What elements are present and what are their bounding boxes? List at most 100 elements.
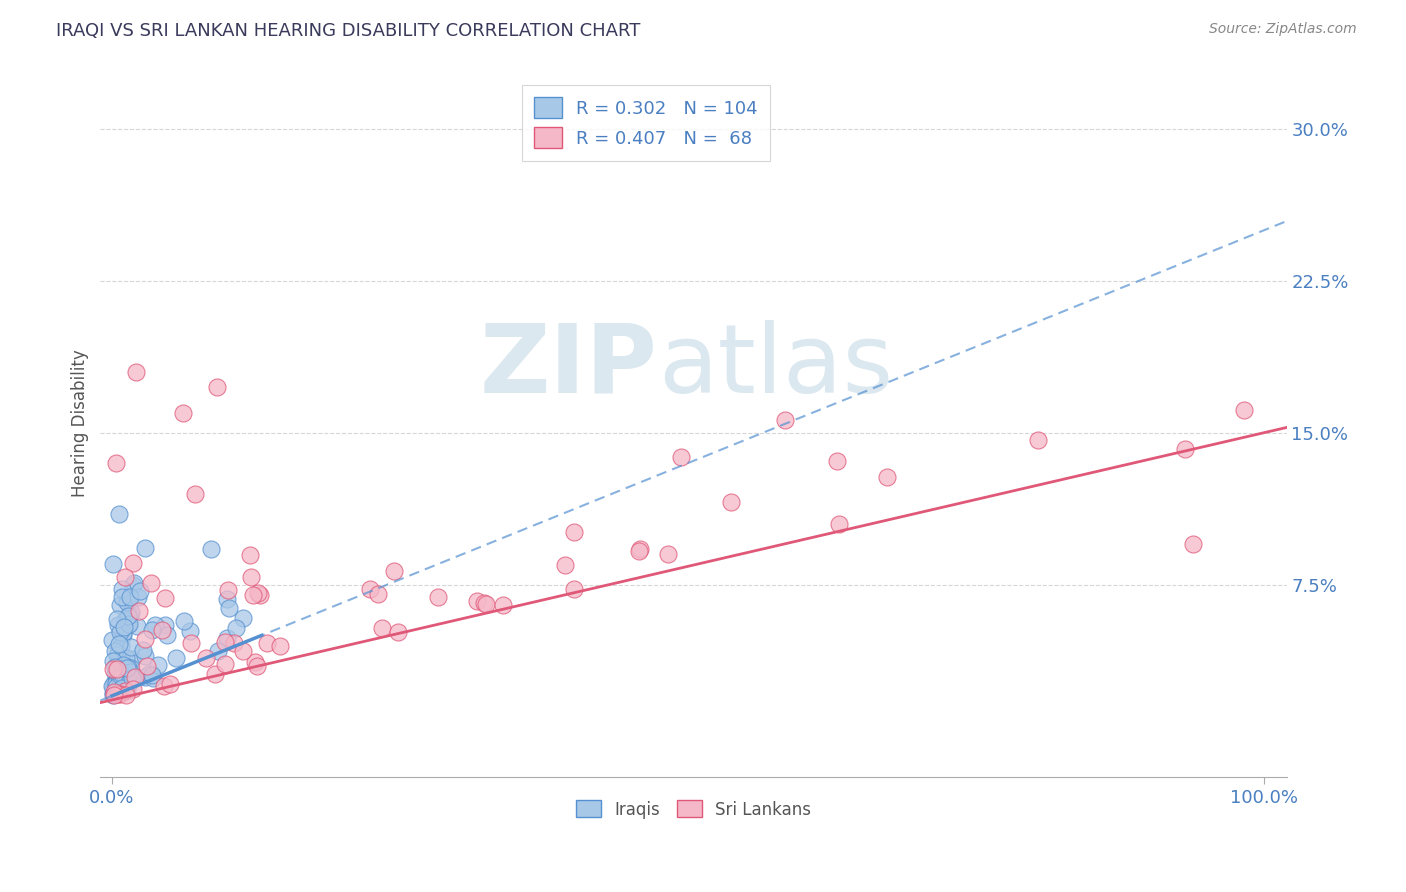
Point: [134, 670, 156, 684]
Point: [1174, 442, 1197, 456]
Point: [218, 601, 240, 615]
Point: [110, 662, 132, 676]
Point: [118, 607, 141, 622]
Point: [243, 655, 266, 669]
Point: [120, 640, 142, 655]
Point: [249, 589, 271, 603]
Point: [105, 680, 128, 694]
Point: [124, 576, 146, 591]
Point: [101, 679, 124, 693]
Point: [246, 659, 269, 673]
Text: atlas: atlas: [658, 319, 893, 412]
Point: [214, 657, 236, 671]
Point: [156, 628, 179, 642]
Point: [239, 549, 262, 563]
Point: [141, 623, 163, 637]
Point: [876, 470, 898, 484]
Point: [114, 570, 136, 584]
Point: [269, 639, 291, 653]
Point: [117, 618, 139, 632]
Point: [134, 541, 156, 555]
Point: [111, 628, 134, 642]
Point: [232, 610, 254, 624]
Y-axis label: Hearing Disability: Hearing Disability: [72, 349, 89, 497]
Point: [426, 591, 449, 605]
Point: [115, 595, 138, 609]
Point: [111, 590, 134, 604]
Point: [132, 642, 155, 657]
Point: [101, 654, 124, 668]
Point: [114, 613, 136, 627]
Point: [105, 658, 128, 673]
Point: [105, 612, 128, 626]
Point: [110, 639, 132, 653]
Point: [491, 598, 513, 612]
Point: [114, 650, 136, 665]
Point: [104, 659, 127, 673]
Point: [111, 582, 134, 596]
Point: [101, 558, 124, 572]
Point: [124, 670, 146, 684]
Point: [657, 547, 679, 561]
Point: [232, 643, 254, 657]
Point: [121, 681, 143, 696]
Point: [153, 591, 176, 605]
Point: [107, 618, 129, 632]
Point: [112, 657, 135, 672]
Point: [111, 678, 134, 692]
Point: [240, 570, 263, 584]
Point: [108, 598, 131, 612]
Point: [153, 618, 176, 632]
Point: [107, 687, 129, 701]
Point: [103, 688, 125, 702]
Point: [207, 644, 229, 658]
Point: [112, 682, 135, 697]
Point: [107, 685, 129, 699]
Point: [121, 577, 143, 591]
Point: [103, 685, 125, 699]
Point: [475, 598, 498, 612]
Point: [195, 651, 218, 665]
Point: [115, 682, 138, 697]
Point: [107, 647, 129, 661]
Point: [247, 586, 270, 600]
Point: [1026, 433, 1049, 447]
Point: [173, 615, 195, 629]
Point: [121, 671, 143, 685]
Point: [103, 689, 125, 703]
Point: [105, 675, 128, 690]
Point: [107, 681, 129, 696]
Point: [110, 651, 132, 665]
Point: [111, 667, 134, 681]
Point: [104, 676, 127, 690]
Point: [104, 644, 127, 658]
Point: [103, 676, 125, 690]
Point: [127, 591, 149, 605]
Point: [720, 494, 742, 508]
Text: IRAQI VS SRI LANKAN HEARING DISABILITY CORRELATION CHART: IRAQI VS SRI LANKAN HEARING DISABILITY C…: [56, 22, 641, 40]
Point: [1232, 403, 1254, 417]
Point: [128, 584, 150, 599]
Point: [107, 680, 129, 694]
Point: [114, 684, 136, 698]
Point: [121, 557, 143, 571]
Point: [118, 673, 141, 688]
Point: [562, 525, 585, 540]
Point: [159, 677, 181, 691]
Point: [112, 620, 135, 634]
Point: [134, 648, 156, 663]
Point: [138, 667, 160, 681]
Point: [564, 582, 586, 596]
Point: [827, 517, 849, 532]
Point: [222, 636, 245, 650]
Point: [153, 679, 176, 693]
Point: [110, 677, 132, 691]
Point: [110, 684, 132, 698]
Point: [120, 590, 142, 604]
Point: [104, 666, 127, 681]
Point: [173, 406, 195, 420]
Point: [165, 650, 187, 665]
Point: [205, 379, 228, 393]
Point: [111, 681, 134, 695]
Point: [217, 582, 239, 597]
